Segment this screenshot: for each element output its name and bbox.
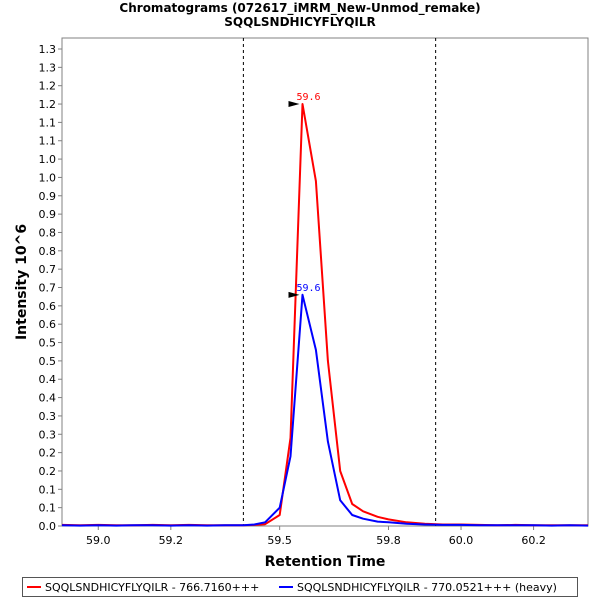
y-tick-label: 0.2 <box>39 465 57 478</box>
x-tick-label: 59.0 <box>86 534 111 547</box>
legend-swatch-red <box>27 586 41 588</box>
legend-item-light: SQQLSNDHICYFLYQILR - 766.7160+++ <box>27 580 259 594</box>
y-tick-label: 1.3 <box>39 61 57 74</box>
y-tick-label: 1.0 <box>39 171 57 184</box>
chromatogram-chart: 0.0 0.1 0.1 0.2 0.2 0.3 0.3 0.4 0.4 0.5 0.5 0.6 0.6 0… <box>14 37 589 570</box>
y-axis: 0.0 0.1 0.1 0.2 0.2 0.3 0.3 0.4 0.4 0.5 0.5 0.6 0.6 0… <box>39 43 62 533</box>
chart-subtitle: SQQLSNDHICYFLYQILR <box>224 15 376 29</box>
y-tick-label: 0.7 <box>39 282 57 295</box>
x-tick-label: 59.8 <box>376 534 401 547</box>
y-tick-label: 1.2 <box>39 80 57 93</box>
peak-marker-icon <box>288 291 300 298</box>
y-tick-label: 0.2 <box>39 447 57 460</box>
legend-label-heavy: SQQLSNDHICYFLYQILR - 770.0521+++ (heavy) <box>297 580 557 594</box>
y-tick-label: 0.3 <box>39 410 57 423</box>
y-tick-label: 0.1 <box>39 483 57 496</box>
y-tick-label: 0.8 <box>39 245 57 258</box>
x-tick-label: 60.0 <box>449 534 474 547</box>
y-tick-label: 0.0 <box>39 520 57 533</box>
series-line-heavy <box>61 293 589 527</box>
x-axis-label: Retention Time <box>265 554 386 570</box>
x-tick-label: 59.2 <box>159 534 184 547</box>
peak-markers: 59.6 59.6 <box>288 92 321 298</box>
legend-label-light: SQQLSNDHICYFLYQILR - 766.7160+++ <box>45 580 260 594</box>
y-tick-label: 1.1 <box>39 135 57 148</box>
x-tick-label: 60.2 <box>521 534 546 547</box>
legend-item-heavy: SQQLSNDHICYFLYQILR - 770.0521+++ (heavy) <box>279 580 557 594</box>
y-tick-label: 1.2 <box>39 98 57 111</box>
chart-title: Chromatograms (072617_iMRM_New-Unmod_rem… <box>119 1 481 15</box>
y-tick-label: 0.6 <box>39 318 57 331</box>
y-axis-label: Intensity 10^6 <box>14 224 30 340</box>
series-lines <box>61 103 589 527</box>
x-tick-label: 59.5 <box>267 534 292 547</box>
y-tick-label: 0.9 <box>39 208 57 221</box>
x-axis: 59.0 59.2 59.5 59.8 60.0 60.2 <box>86 526 546 547</box>
y-tick-label: 0.9 <box>39 190 57 203</box>
y-tick-label: 0.6 <box>39 300 57 313</box>
y-tick-label: 0.4 <box>39 392 57 405</box>
y-tick-label: 0.3 <box>39 428 57 441</box>
legend-swatch-blue <box>279 586 293 588</box>
y-tick-label: 0.8 <box>39 226 57 239</box>
y-tick-label: 1.0 <box>39 153 57 166</box>
plot-area <box>61 37 589 527</box>
y-tick-label: 0.4 <box>39 373 57 386</box>
peak-label-light: 59.6 <box>297 92 321 103</box>
peak-marker-icon <box>288 101 300 108</box>
y-tick-label: 1.3 <box>39 43 57 56</box>
y-tick-label: 1.1 <box>39 116 57 129</box>
legend: SQQLSNDHICYFLYQILR - 766.7160+++ SQQLSND… <box>22 577 578 597</box>
y-tick-label: 0.5 <box>39 355 57 368</box>
y-tick-label: 0.5 <box>39 337 57 350</box>
y-tick-label: 0.7 <box>39 263 57 276</box>
peak-label-heavy: 59.6 <box>297 283 321 294</box>
y-tick-label: 0.1 <box>39 502 57 515</box>
